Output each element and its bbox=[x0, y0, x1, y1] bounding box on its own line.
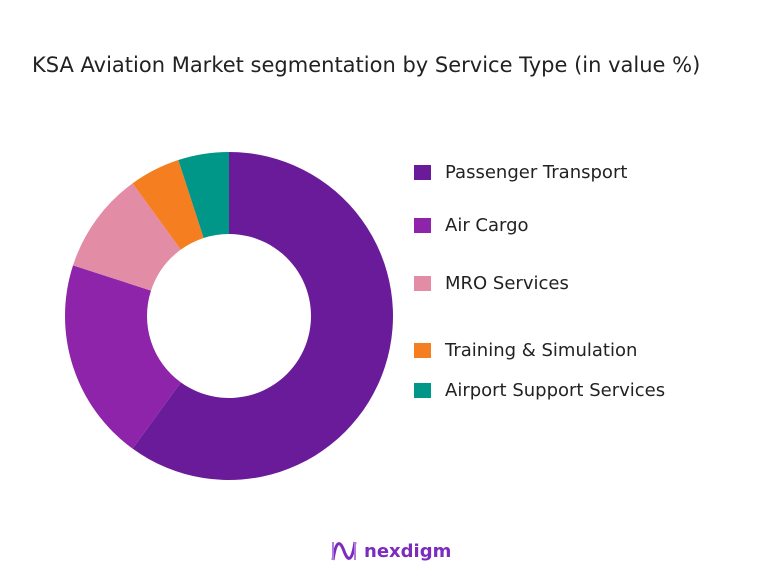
chart-title: KSA Aviation Market segmentation by Serv… bbox=[32, 53, 701, 77]
legend-label: MRO Services bbox=[445, 273, 569, 294]
legend-swatch bbox=[414, 218, 431, 233]
legend-label: Passenger Transport bbox=[445, 162, 628, 183]
legend-item: Air Cargo bbox=[414, 215, 529, 236]
legend-item: Training & Simulation bbox=[414, 340, 637, 361]
legend-label: Airport Support Services bbox=[445, 380, 666, 401]
legend-swatch bbox=[414, 165, 431, 180]
slice-training-simulation bbox=[132, 160, 204, 250]
slice-airport-support-services bbox=[178, 152, 229, 239]
legend-item: MRO Services bbox=[414, 273, 569, 294]
legend-swatch bbox=[414, 276, 431, 291]
nexdigm-logo-icon bbox=[331, 541, 357, 561]
legend-item: Airport Support Services bbox=[414, 380, 665, 401]
legend-item: Passenger Transport bbox=[414, 162, 627, 183]
legend-label: Air Cargo bbox=[445, 215, 529, 236]
legend-swatch bbox=[414, 343, 431, 358]
legend-label: Training & Simulation bbox=[445, 340, 638, 361]
slice-mro-services bbox=[73, 183, 181, 291]
slice-passenger-transport bbox=[132, 152, 394, 480]
nexdigm-logo: nexdigm bbox=[330, 538, 451, 564]
nexdigm-logo-text: nexdigm bbox=[364, 540, 452, 562]
slice-air-cargo bbox=[65, 265, 181, 449]
legend-swatch bbox=[414, 383, 431, 398]
